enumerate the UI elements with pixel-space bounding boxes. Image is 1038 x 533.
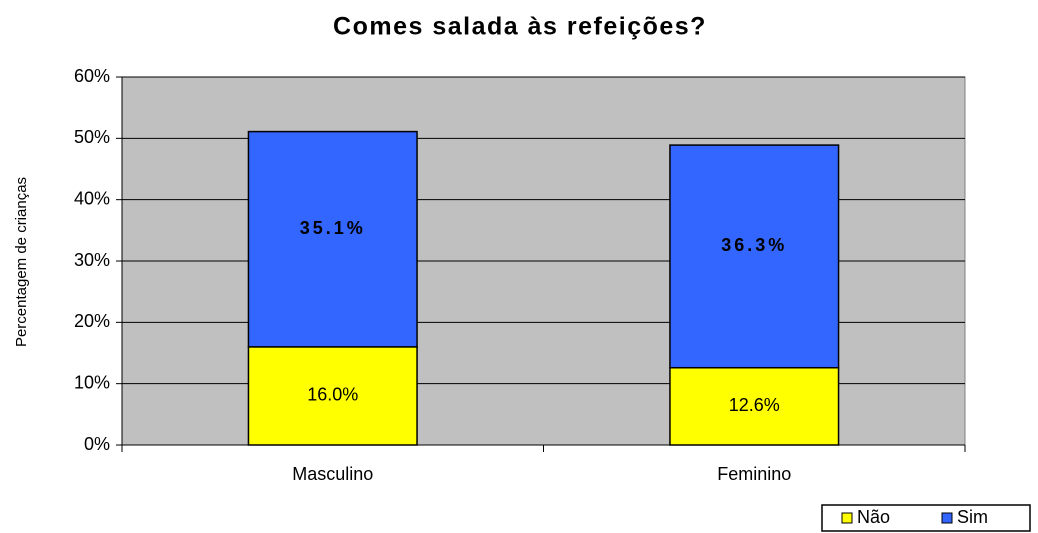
bar-segment xyxy=(247,130,418,348)
y-tick-label: 10% xyxy=(74,372,110,392)
data-label: 16.0% xyxy=(307,385,358,405)
legend-label: Não xyxy=(857,507,890,527)
data-label: 12.6% xyxy=(729,395,780,415)
data-label: 35.1% xyxy=(300,218,366,238)
y-tick-label: 30% xyxy=(74,250,110,270)
legend-swatch xyxy=(841,512,853,524)
y-tick-label: 0% xyxy=(84,434,110,454)
y-tick-label: 20% xyxy=(74,311,110,331)
y-tick-label: 60% xyxy=(74,66,110,86)
x-tick-label: Feminino xyxy=(717,464,791,484)
data-label: 36.3% xyxy=(721,235,787,255)
bar-segment xyxy=(669,366,840,446)
chart-title: Comes salada às refeições? xyxy=(333,13,707,41)
y-tick-label: 40% xyxy=(74,188,110,208)
y-tick-label: 50% xyxy=(74,127,110,147)
legend-box xyxy=(821,504,1031,532)
x-tick-label: Masculino xyxy=(292,464,373,484)
bar-segment xyxy=(669,144,840,369)
y-axis-label: Percentagem de crianças xyxy=(13,177,30,347)
legend-label: Sim xyxy=(957,507,988,527)
legend-swatch xyxy=(941,512,953,524)
bar-segment xyxy=(247,346,418,446)
